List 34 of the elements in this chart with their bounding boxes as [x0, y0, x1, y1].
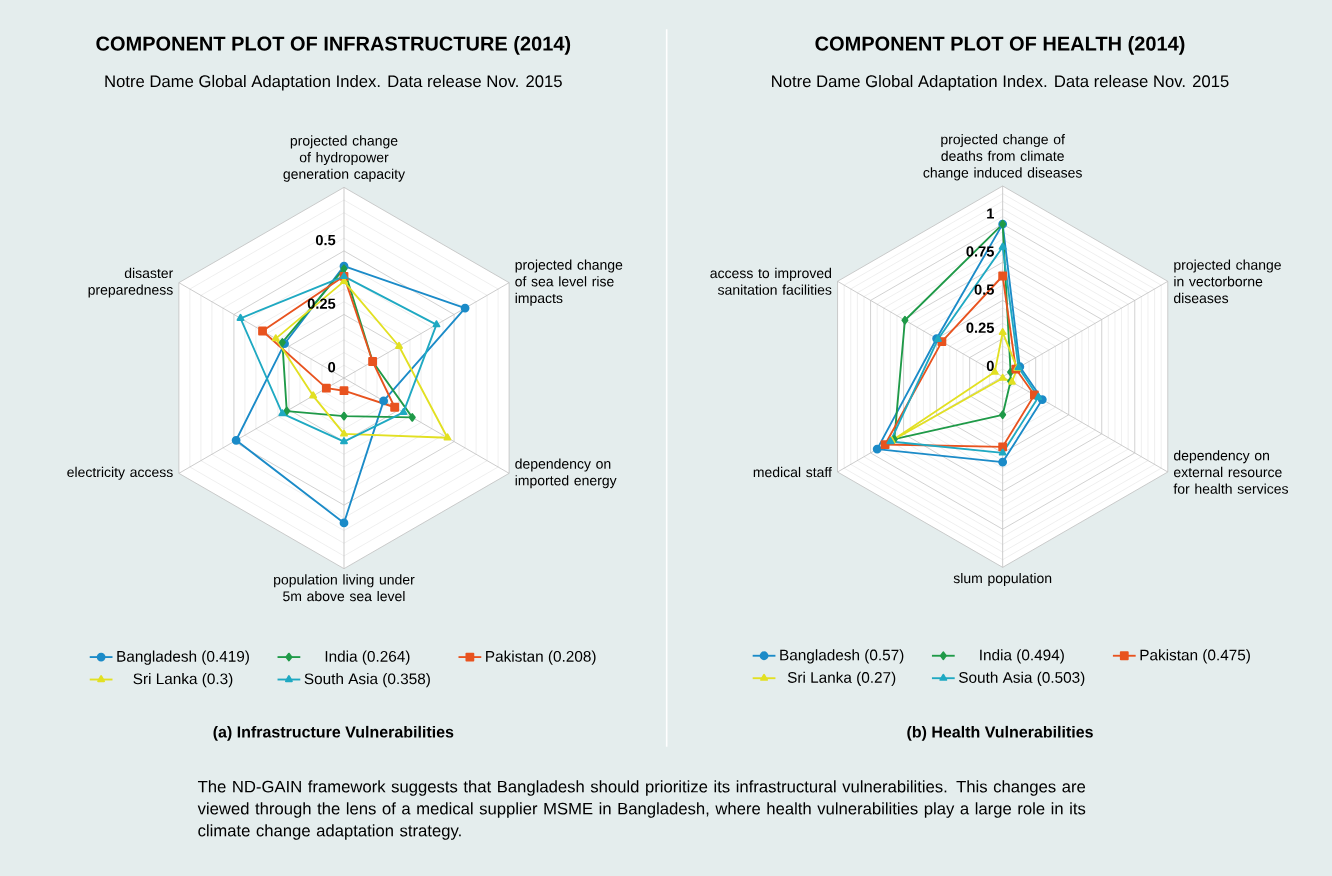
spoke-label: dependency on imported energy	[515, 458, 617, 489]
spoke-label: population living under 5m above sea level	[274, 574, 415, 602]
y-tick-label: 0	[328, 362, 336, 373]
text: (b) Health Vulnerabilities	[907, 725, 1093, 741]
text: (a) Infrastructure Vulnerabilities	[213, 725, 454, 741]
spoke-label: projected change in vectorborne diseases	[1173, 259, 1281, 304]
legend-label: Sri Lanka (0.27)	[787, 671, 896, 686]
legend-label: South Asia (0.503)	[959, 671, 1085, 686]
spoke-label: disaster preparedness	[88, 267, 174, 298]
spoke-label: electricity access	[67, 466, 173, 480]
spoke-label: projected change of sea level rise impacts	[515, 259, 623, 306]
y-tick-label: 0.5	[315, 234, 336, 246]
legend-label: India (0.264)	[325, 650, 410, 665]
y-tick-label: 1	[987, 208, 994, 219]
spoke-label: slum population	[953, 572, 1052, 586]
legend-label: India (0.494)	[980, 649, 1064, 664]
legend-label: Pakistan (0.208)	[486, 650, 596, 665]
spoke-label: medical staff	[753, 466, 832, 478]
spoke-label: access to improved sanitation facilities	[710, 267, 832, 295]
legend-label: South Asia (0.358)	[304, 672, 430, 688]
y-tick-label: 0.25	[966, 322, 994, 333]
chart-subtitle: Notre Dame Global Adaptation Index. Data release Nov. 2015	[105, 74, 562, 91]
text: The ND-GAIN framework suggests that Bangladesh should prioritize its infrastructural vulnerabilities. This changes are viewed through the lens of a medical supplier MSME in Bangladesh, where health vulnerabilities play a large role in its climate change adaptation strategy.	[197, 780, 1086, 840]
chart-title: COMPONENT PLOT OF INFRASTRUCTURE (2014)	[96, 36, 571, 55]
legend-label: Bangladesh (0.57)	[780, 649, 904, 664]
y-tick-label: 0	[986, 360, 994, 372]
legend-label: Sri Lanka (0.3)	[133, 672, 233, 688]
spoke-label: dependency on external resource for health services	[1173, 450, 1289, 494]
spoke-label: projected change of hydropower generation capacity	[283, 135, 406, 182]
legend-label: Pakistan (0.475)	[1140, 649, 1250, 664]
chart-subtitle: Notre Dame Global Adaptation Index. Data release Nov. 2015	[772, 74, 1229, 91]
chart-title: COMPONENT PLOT OF HEALTH (2014)	[815, 36, 1185, 55]
spoke-label: projected change of deaths from climate change induced diseases	[923, 134, 1082, 181]
legend-label: Bangladesh (0.419)	[117, 650, 249, 665]
